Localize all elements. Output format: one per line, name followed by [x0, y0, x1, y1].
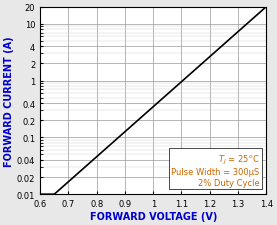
- Text: $T_J$ = 25$^o$C
Pulse Width = 300μS
2% Duty Cycle: $T_J$ = 25$^o$C Pulse Width = 300μS 2% D…: [171, 153, 260, 187]
- Y-axis label: FORWARD CURRENT (A): FORWARD CURRENT (A): [4, 36, 14, 166]
- X-axis label: FORWARD VOLTAGE (V): FORWARD VOLTAGE (V): [89, 211, 217, 221]
